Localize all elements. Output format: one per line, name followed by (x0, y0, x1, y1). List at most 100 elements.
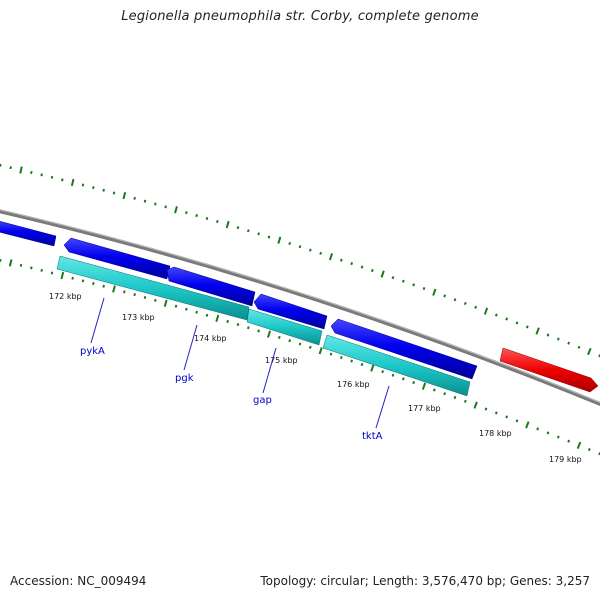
kbp-label: 174 kbp (194, 334, 227, 343)
kbp-label: 178 kbp (479, 429, 512, 438)
major-tick (525, 421, 530, 429)
minor-tick (350, 359, 354, 363)
major-tick (60, 271, 65, 280)
minor-tick (102, 284, 105, 288)
minor-tick (401, 377, 405, 381)
cds-track (0, 220, 599, 393)
genome-backbone-highlight (0, 209, 600, 404)
minor-tick (453, 395, 457, 400)
minor-tick (350, 262, 354, 266)
kbp-label: 177 kbp (408, 404, 441, 413)
minor-tick (329, 352, 333, 356)
minor-tick (577, 345, 581, 349)
minor-tick (154, 298, 157, 302)
minor-tick (0, 163, 2, 167)
major-tick (318, 347, 323, 355)
minor-tick (443, 392, 447, 396)
minor-tick (50, 271, 54, 275)
minor-tick (515, 321, 519, 325)
genome-summary: Topology: circular; Length: 3,576,470 bp… (260, 574, 590, 588)
minor-tick (154, 202, 157, 206)
minor-tick (494, 411, 498, 415)
minor-tick (401, 279, 405, 283)
leader-pykA (90, 297, 105, 344)
kbp-label: 176 kbp (337, 380, 370, 389)
major-tick (535, 327, 540, 335)
major-tick (112, 285, 116, 293)
gene-label-leaders (90, 297, 390, 429)
minor-tick (30, 170, 33, 174)
minor-tick (247, 229, 250, 233)
major-tick (70, 178, 75, 187)
minor-tick (339, 258, 343, 262)
gene-label-tktA[interactable]: tktA (362, 431, 383, 442)
minor-tick (123, 290, 126, 294)
major-tick (370, 364, 375, 372)
minor-tick (453, 298, 457, 302)
minor-tick (174, 304, 178, 308)
minor-tick (236, 323, 240, 327)
gene-label-pgk[interactable]: pgk (175, 373, 194, 384)
cds-left-edge[interactable] (0, 220, 57, 247)
minor-tick (133, 196, 136, 200)
minor-tick (360, 363, 364, 367)
gene-labels: pykA pgk gap tktA (80, 346, 383, 442)
minor-tick (536, 427, 540, 431)
minor-tick (226, 319, 229, 323)
accession-label: Accession: NC_009494 (10, 574, 147, 588)
minor-tick (61, 178, 64, 182)
minor-tick (185, 211, 188, 215)
minor-tick (443, 294, 447, 298)
minor-tick (370, 268, 374, 273)
major-tick (174, 206, 178, 214)
major-tick (421, 382, 427, 390)
gene-label-gap[interactable]: gap (253, 395, 272, 406)
minor-tick (267, 235, 271, 239)
major-tick (215, 314, 220, 322)
minor-tick (112, 191, 116, 195)
cds-right-red[interactable] (499, 347, 599, 393)
minor-tick (19, 263, 23, 267)
minor-tick (40, 268, 43, 272)
minor-tick (546, 431, 550, 435)
minor-tick (81, 183, 85, 187)
minor-tick (298, 342, 302, 346)
minor-tick (587, 447, 591, 452)
minor-tick (40, 173, 43, 177)
cds-pgk[interactable] (166, 266, 256, 307)
minor-tick (515, 419, 519, 423)
major-tick (587, 347, 592, 356)
major-tick (380, 270, 385, 278)
minor-tick (205, 313, 209, 317)
minor-tick (133, 293, 136, 297)
minor-tick (143, 199, 147, 203)
minor-tick (81, 279, 85, 283)
leader-pgk (183, 324, 198, 371)
cds-tktA[interactable] (330, 318, 478, 380)
minor-tick (319, 251, 323, 255)
minor-tick (216, 219, 219, 224)
minor-tick (298, 245, 302, 249)
minor-tick (102, 188, 105, 192)
cds-gap[interactable] (253, 293, 328, 330)
kbp-label: 175 kbp (265, 356, 298, 365)
gene-tktA[interactable] (322, 334, 471, 397)
gene-label-pykA[interactable]: pykA (80, 346, 105, 357)
minor-tick (195, 214, 198, 218)
minor-tick (494, 313, 498, 317)
minor-tick (288, 241, 292, 246)
major-tick (473, 401, 478, 409)
minor-tick (381, 370, 385, 374)
minor-tick (205, 217, 209, 221)
minor-tick (9, 166, 12, 170)
minor-tick (246, 326, 250, 330)
minor-tick (412, 283, 416, 287)
minor-tick (556, 435, 560, 439)
minor-tick (288, 339, 292, 343)
minor-tick (30, 266, 33, 270)
gene-gap[interactable] (246, 308, 323, 346)
minor-tick (195, 310, 198, 314)
minor-tick (92, 282, 95, 286)
gene-pykA[interactable] (56, 255, 250, 321)
